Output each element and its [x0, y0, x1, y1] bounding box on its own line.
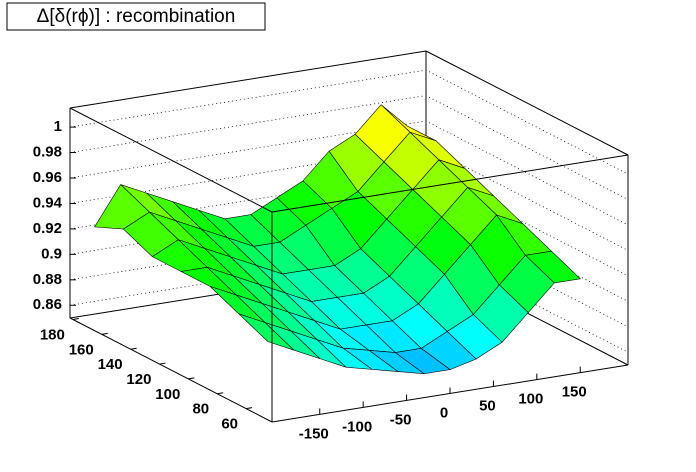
y-tick — [72, 317, 79, 320]
grid-line — [69, 95, 629, 200]
y-tick — [159, 362, 166, 365]
x-tick-label: 50 — [479, 398, 496, 415]
box-edge — [69, 317, 273, 423]
y-tick — [130, 347, 137, 350]
z-tick-label: 0.9 — [41, 245, 62, 262]
grid-line — [69, 69, 629, 175]
z-tick-label: 0.86 — [33, 296, 62, 313]
x-tick-label: -100 — [342, 418, 372, 435]
z-tick-label: 0.94 — [33, 194, 63, 211]
grid-line — [69, 120, 629, 226]
y-tick-label: 60 — [221, 416, 238, 433]
x-tick-label: -50 — [390, 411, 412, 428]
x-tick-label: 0 — [440, 404, 448, 421]
z-tick-label: 1 — [54, 118, 62, 135]
y-tick-label: 160 — [69, 341, 94, 358]
y-tick-label: 80 — [192, 401, 209, 418]
box-edge — [425, 50, 629, 156]
box-edge — [69, 50, 427, 109]
y-tick-label: 180 — [40, 326, 65, 343]
z-tick-label: 0.92 — [33, 220, 62, 237]
box-edge — [271, 154, 629, 213]
y-tick — [188, 377, 195, 380]
z-tick-label: 0.96 — [33, 169, 62, 186]
chart-title: Δ[δ(rϕ)] : recombination — [37, 6, 236, 27]
y-tick-label: 120 — [126, 371, 151, 388]
y-tick-label: 100 — [155, 386, 180, 403]
x-tick-label: -150 — [299, 425, 329, 442]
y-tick — [217, 392, 224, 395]
z-tick-label: 0.88 — [33, 271, 62, 288]
x-tick-label: 100 — [518, 391, 543, 408]
y-tick — [101, 332, 108, 335]
surface-cell — [238, 313, 294, 351]
x-tick-label: 150 — [562, 384, 587, 401]
title-box — [6, 2, 266, 31]
box-edge — [69, 107, 273, 213]
y-tick — [245, 407, 253, 410]
y-tick-label: 140 — [98, 356, 123, 373]
z-tick-label: 0.98 — [33, 144, 62, 161]
